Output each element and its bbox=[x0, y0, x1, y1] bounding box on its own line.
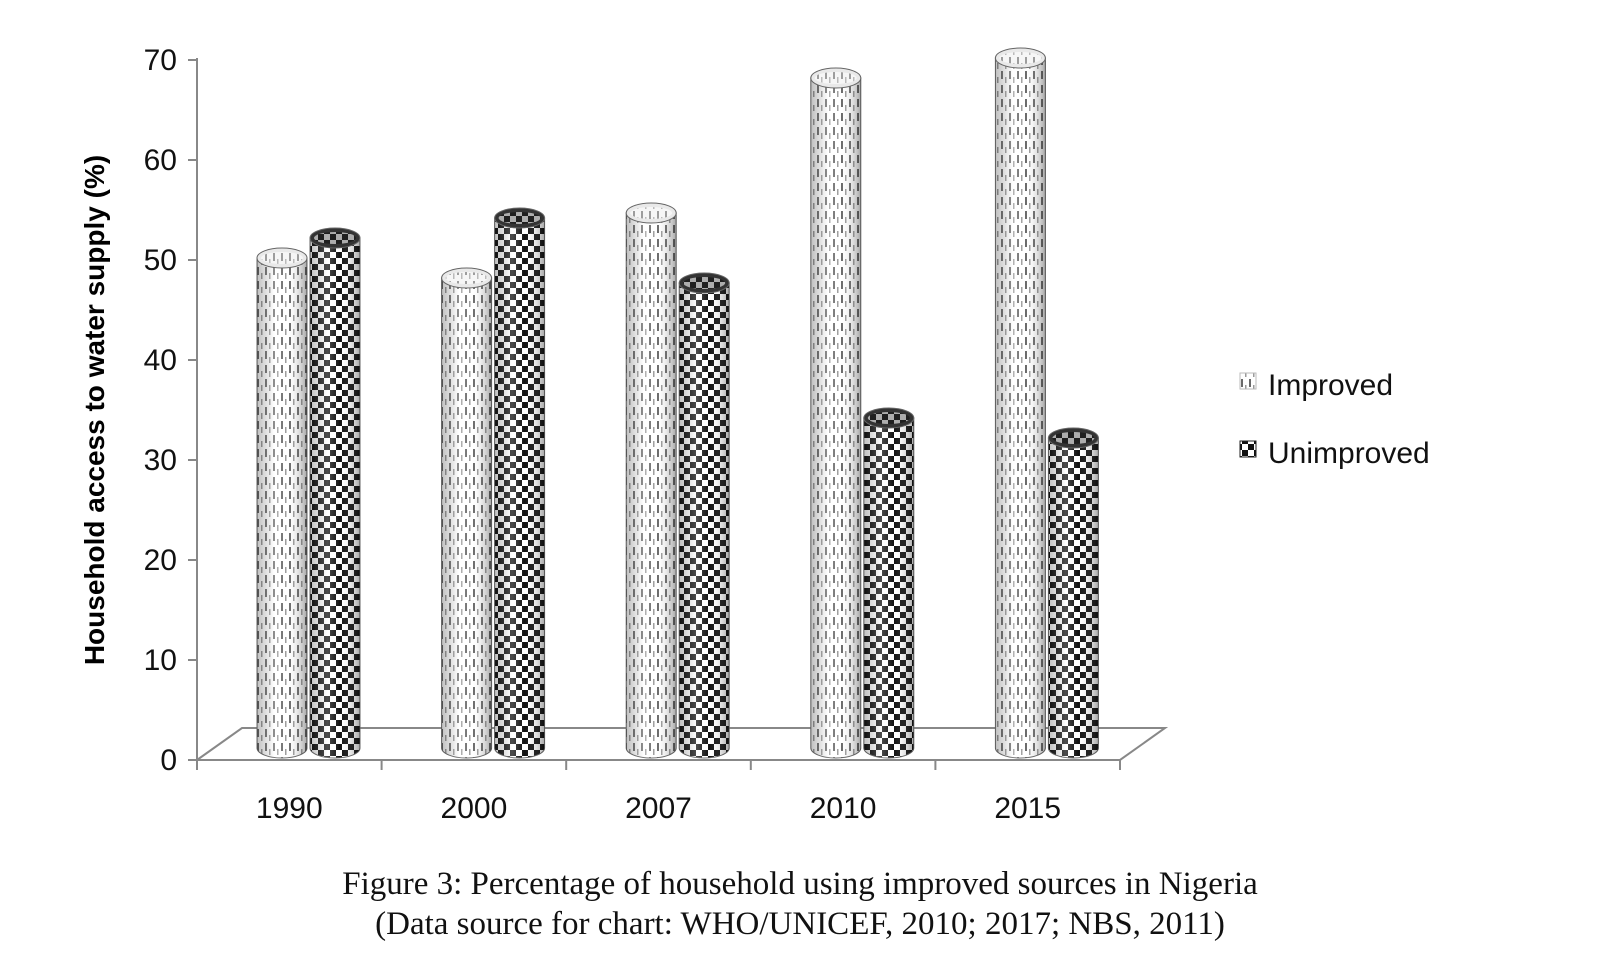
legend-label: Improved bbox=[1268, 369, 1393, 402]
legend-item-improved: Improved bbox=[1239, 369, 1393, 402]
x-tick-label: 2007 bbox=[625, 792, 692, 825]
y-tick-label: 50 bbox=[144, 244, 177, 277]
x-tick-label: 2015 bbox=[994, 792, 1061, 825]
bar-unimproved-2010 bbox=[863, 407, 915, 759]
bars bbox=[256, 47, 1099, 759]
x-tick-label: 2010 bbox=[810, 792, 877, 825]
figure-caption: Figure 3: Percentage of household using … bbox=[342, 866, 1258, 902]
bar-unimproved-2007 bbox=[678, 272, 730, 759]
x-tick-label: 1990 bbox=[256, 792, 323, 825]
legend: Improved Unimproved bbox=[1239, 369, 1430, 470]
y-tick-label: 20 bbox=[144, 544, 177, 577]
bar-improved-2015 bbox=[994, 47, 1046, 759]
legend-swatch bbox=[1239, 440, 1257, 458]
bar-unimproved-2000 bbox=[494, 207, 546, 759]
legend-swatch bbox=[1239, 372, 1257, 390]
chart-container: 0 10 20 30 40 50 60 70 1990 2000 2007 2010 2015 House… bbox=[79, 44, 1430, 825]
legend-label: Unimproved bbox=[1268, 437, 1430, 470]
y-tick-label: 30 bbox=[144, 444, 177, 477]
y-tick-label: 10 bbox=[144, 644, 177, 677]
y-tick-label: 40 bbox=[144, 344, 177, 377]
axis-labels: 0 10 20 30 40 50 60 70 1990 2000 2007 2010 2015 House… bbox=[79, 44, 1061, 825]
bar-improved-2000 bbox=[441, 267, 493, 759]
legend-item-unimproved: Unimproved bbox=[1239, 437, 1430, 470]
y-tick-label: 60 bbox=[144, 144, 177, 177]
bar-unimproved-2015 bbox=[1047, 427, 1099, 759]
bar-unimproved-1990 bbox=[309, 227, 361, 759]
x-tick-label: 2000 bbox=[441, 792, 508, 825]
y-tick-label: 0 bbox=[160, 744, 177, 777]
bar-improved-2007 bbox=[625, 202, 677, 759]
bar-improved-2010 bbox=[810, 67, 862, 759]
y-tick-label: 70 bbox=[144, 44, 177, 77]
bar-chart: 0 10 20 30 40 50 60 70 1990 2000 2007 2010 2015 House… bbox=[79, 44, 1430, 825]
figure-source-note: (Data source for chart: WHO/UNICEF, 2010… bbox=[375, 906, 1225, 942]
bar-improved-1990 bbox=[256, 247, 308, 759]
y-axis-title: Household access to water supply (%) bbox=[79, 155, 110, 665]
